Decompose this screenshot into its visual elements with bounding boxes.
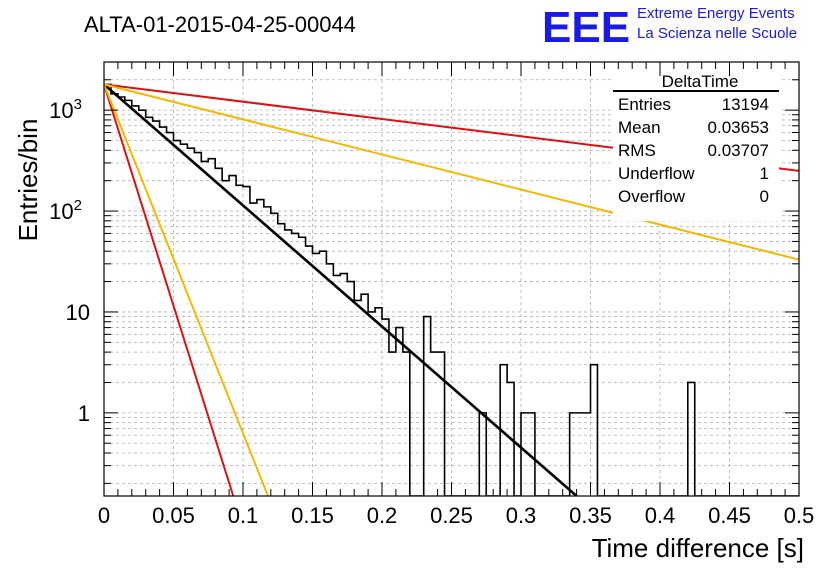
x-tick-label: 0.4 [645, 503, 676, 528]
stats-row-label: RMS [618, 141, 656, 160]
x-tick-label: 0.15 [291, 503, 334, 528]
y-axis-title: Entries/bin [13, 119, 43, 242]
fit-line-4 [104, 84, 269, 496]
stats-row-label: Entries [618, 95, 671, 114]
chart-title: ALTA-01-2015-04-25-00044 [84, 12, 356, 37]
logo-line-1: Extreme Energy Events [637, 5, 795, 22]
y-tick-label: 10 [66, 300, 90, 325]
y-tick-label: 103 [49, 96, 82, 123]
stats-title: DeltaTime [662, 72, 739, 91]
stats-box: DeltaTime Entries 13194 Mean 0.03653 RMS 0.037… [613, 72, 779, 221]
grid [103, 61, 800, 496]
x-tick-label: 0.1 [228, 503, 259, 528]
stats-background [613, 76, 779, 221]
stats-row-value: 13194 [722, 95, 769, 114]
y-tick-label: 1 [78, 401, 90, 426]
x-tick-label: 0.35 [569, 503, 612, 528]
stats-row-label: Overflow [618, 187, 686, 206]
stats-row-value: 0 [760, 187, 769, 206]
stats-row-value: 0.03707 [708, 141, 769, 160]
fit-line-0 [104, 83, 578, 496]
stats-row-label: Mean [618, 118, 661, 137]
x-tick-label: 0.2 [367, 503, 398, 528]
stats-row-value: 0.03653 [708, 118, 769, 137]
stats-row-label: Underflow [618, 164, 695, 183]
x-axis-title: Time difference [s] [592, 533, 804, 563]
y-tick-label: 102 [49, 197, 82, 224]
x-tick-label: 0.3 [506, 503, 537, 528]
x-tick-label: 0.25 [430, 503, 473, 528]
fit-line-3 [104, 83, 799, 261]
x-tick-label: 0.05 [152, 503, 195, 528]
logo-mark: EEE [542, 3, 630, 52]
logo-line-2: La Scienza nelle Scuole [637, 25, 797, 42]
fit-line-2 [104, 84, 235, 496]
x-tick-label: 0.5 [784, 503, 815, 528]
histogram-series [104, 83, 799, 496]
tick-marks [103, 61, 800, 496]
tick-labels: 0 0.05 0.1 0.15 0.2 0.25 0.3 0.35 0.4 0.45 0.51101… [49, 96, 814, 528]
x-tick-label: 0 [98, 503, 110, 528]
stats-row-value: 1 [760, 164, 769, 183]
x-tick-label: 0.45 [708, 503, 751, 528]
